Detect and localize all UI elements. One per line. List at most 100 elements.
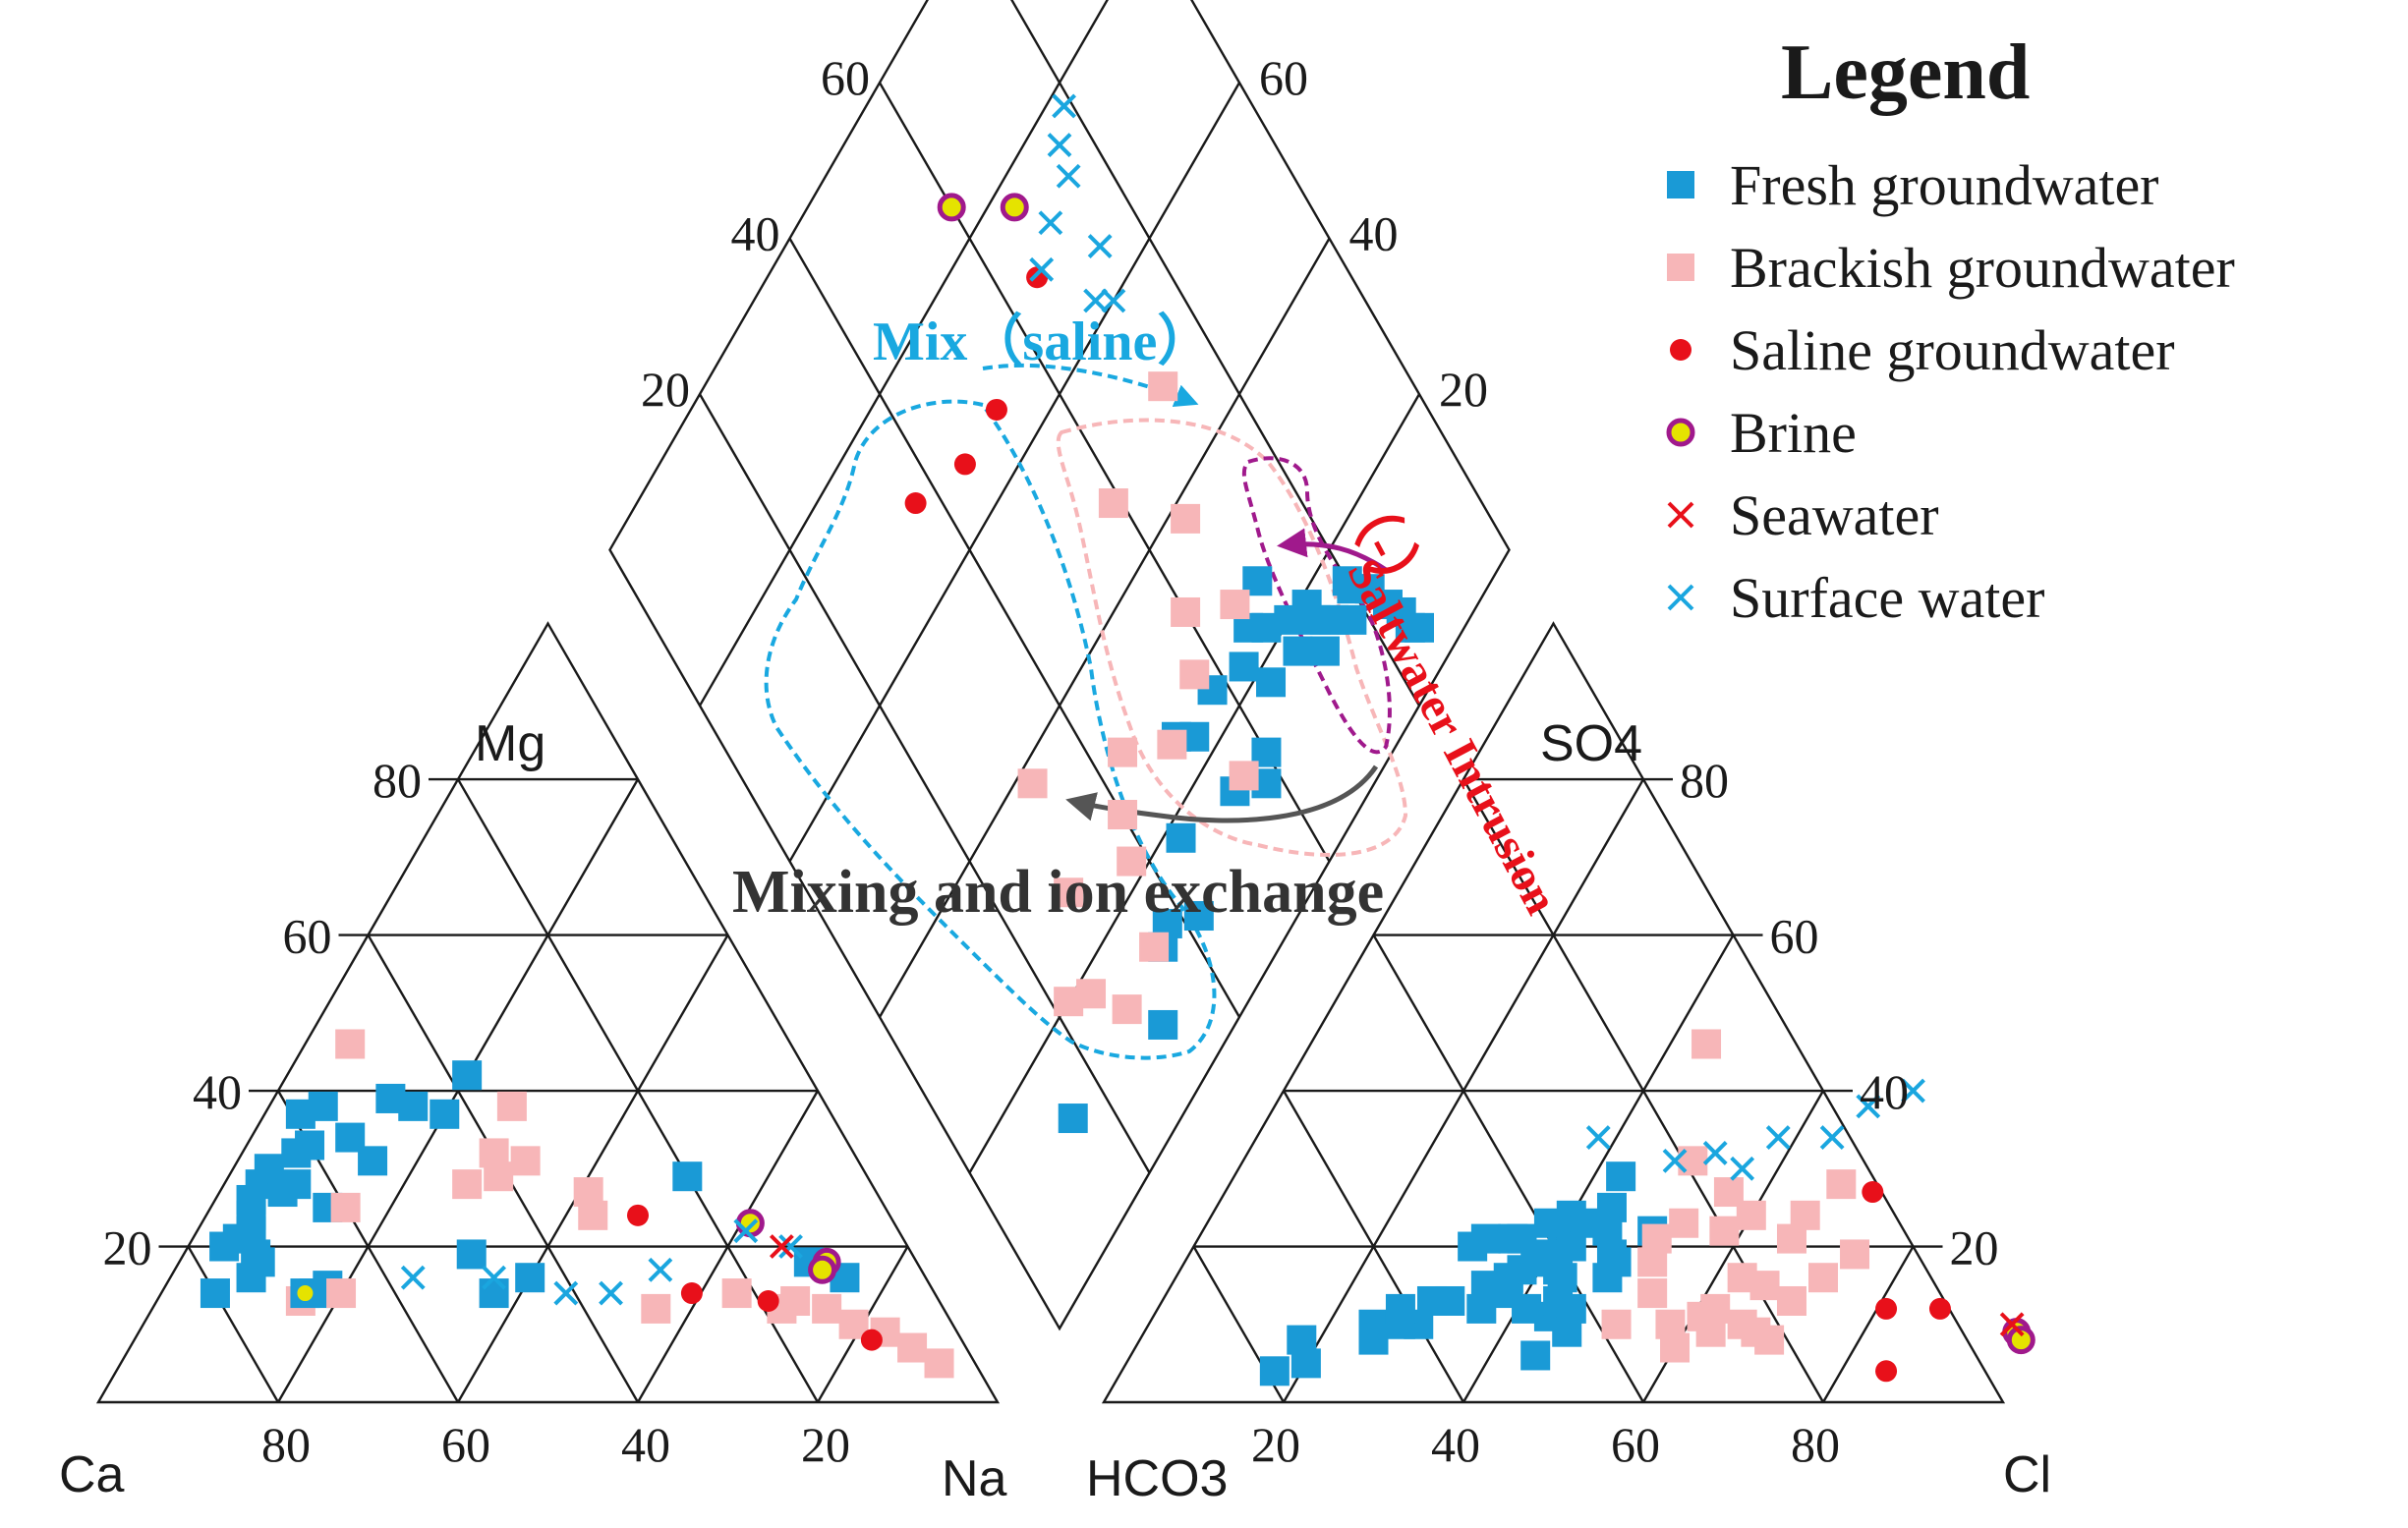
anion-grid-hco3-4 (1821, 1245, 1915, 1403)
anion-brackish-point-14 (1840, 1239, 1870, 1270)
cation-fresh-point-2 (209, 1231, 240, 1262)
diamond-saline-point-3 (953, 453, 976, 476)
diamond-brackish-point-2 (1098, 488, 1128, 519)
hco3-label: HCO3 (1086, 1450, 1228, 1507)
diamond-fresh-point-29 (1148, 1009, 1178, 1040)
anion-right-tick-4: 80 (1680, 753, 1729, 808)
diamond-saline-point-4 (904, 492, 927, 515)
diamond-surface-point-1 (1101, 288, 1126, 313)
diamond-right-tick-2: 60 (1259, 50, 1308, 105)
diamond-saline-point-1 (1026, 266, 1049, 289)
cation-brackish-point-13 (780, 1285, 811, 1316)
anion-brackish-point-25 (1754, 1325, 1785, 1355)
diamond-surface-point-2 (1056, 163, 1081, 189)
anion-brackish-point-3 (1669, 1208, 1699, 1238)
diamond-fresh-point-31 (1309, 636, 1340, 666)
cation-fresh-point-16 (308, 1091, 338, 1121)
cation-brackish-point-10 (573, 1177, 603, 1208)
cation-fresh-point-28 (672, 1161, 703, 1192)
cation-fresh-point-11 (236, 1200, 266, 1230)
cation-fresh-point-23 (281, 1169, 312, 1200)
anion-fresh-point-32 (1596, 1192, 1627, 1222)
cation-frame (95, 621, 1001, 1404)
anion-right-tick-3: 60 (1770, 909, 1819, 964)
cation-fresh-point-6 (241, 1239, 271, 1270)
diamond-surface-point-5 (1087, 234, 1113, 258)
diamond-brackish-point-8 (1108, 737, 1138, 767)
cation-grid-ca-2 (456, 934, 729, 1403)
anion-fresh-point-40 (1466, 1293, 1497, 1324)
anion-brackish-point-23 (1660, 1332, 1691, 1363)
cation-surface-point-5 (648, 1257, 673, 1282)
diamond-fresh-point-26 (1183, 901, 1214, 932)
diamond-brackish-point-14 (1112, 994, 1142, 1025)
anion-fresh-point-37 (1493, 1263, 1523, 1293)
anion-fresh-point-8 (1385, 1293, 1415, 1324)
legend-item-seawater: Seawater (1667, 483, 1939, 547)
legend-item-brackish: Brackish groundwater (1667, 236, 2235, 300)
anion-brackish-point-4 (1637, 1247, 1668, 1277)
anion-right-tick-2: 40 (1860, 1064, 1909, 1119)
cation-saline-point-3 (757, 1289, 779, 1312)
anion-brackish-point-16 (1826, 1169, 1857, 1200)
cation-brackish-point-1 (326, 1278, 357, 1309)
diamond-surface-point-3 (1052, 93, 1076, 119)
cation-brackish-point-4 (335, 1029, 366, 1059)
diamond-right-tick-4: 20 (1439, 362, 1488, 417)
anion-fresh-point-10 (1435, 1285, 1465, 1316)
mix-saline-text: Mix（saline） (873, 311, 1212, 372)
anion-surface-point-5 (1856, 1094, 1881, 1119)
anion-right-tick-1: 20 (1950, 1220, 1999, 1275)
cation-left-tick-1: 20 (103, 1220, 152, 1275)
diamond-surface-point-7 (1038, 210, 1063, 236)
diamond-brackish-point-5 (1179, 659, 1210, 690)
diamond-brackish-point-6 (1229, 761, 1259, 791)
legend-item-brine: Brine (1666, 401, 1857, 465)
cation-brackish-point-5 (452, 1169, 483, 1200)
legend-label-surface: Surface water (1730, 566, 2044, 630)
cation-brackish-point-17 (897, 1332, 928, 1363)
anion-brackish-point-20 (1709, 1216, 1740, 1246)
legend-label-brine: Brine (1730, 401, 1857, 465)
cation-triangle (95, 621, 1001, 1404)
tick-labels: 8060402020406080204060802040608020406080… (103, 50, 1999, 1472)
cation-bottom-tick-3: 40 (621, 1417, 670, 1472)
cation-saline-point-1 (627, 1204, 649, 1226)
legend-marker-seawater (1667, 501, 1694, 529)
diamond-grid-b-2 (878, 238, 1331, 1018)
anion-fresh-point-38 (1520, 1247, 1551, 1277)
legend-marker-saline (1670, 339, 1691, 361)
cation-fresh-point-18 (398, 1091, 429, 1121)
cation-brine-point-3 (808, 1255, 837, 1284)
data-points (200, 93, 2035, 1387)
brine-arrow (1277, 528, 1388, 573)
anion-brackish-point-1 (1691, 1029, 1722, 1059)
diamond-brackish-point-9 (1108, 800, 1138, 830)
diamond-grid-b-1 (968, 393, 1421, 1174)
diamond-fresh-point-25 (1166, 822, 1196, 853)
diamond-brine-point-2 (937, 193, 966, 222)
anion-saline-point-1 (1862, 1181, 1884, 1204)
anion-bottom-tick-3: 60 (1611, 1417, 1660, 1472)
ca-label: Ca (59, 1446, 125, 1503)
anion-surface-point-7 (1662, 1148, 1688, 1173)
cation-brackish-point-20 (484, 1161, 514, 1192)
na-label: Na (942, 1450, 1007, 1507)
cation-bottom-tick-2: 60 (441, 1417, 490, 1472)
cation-fresh-point-25 (456, 1239, 487, 1270)
diamond-left-tick-2: 40 (731, 206, 780, 261)
so4-label: SO4 (1540, 715, 1642, 772)
diamond-brackish-point-3 (1171, 503, 1201, 534)
diamond-fresh-point-17 (1256, 667, 1287, 698)
cation-brackish-point-11 (721, 1278, 752, 1309)
anion-surface-point-8 (1765, 1125, 1791, 1150)
anion-fresh-point-1 (1259, 1356, 1290, 1387)
anion-surface-point-6 (1901, 1078, 1925, 1104)
brackish-envelope (1056, 418, 1408, 857)
anion-saline-point-2 (1875, 1297, 1898, 1320)
mixing-ion-text: Mixing and ion exchange (732, 859, 1384, 926)
mix-saline-arrow (982, 363, 1199, 408)
cation-fresh-point-13 (295, 1130, 325, 1160)
diamond-grid-b-3 (788, 82, 1241, 863)
cation-seawater-point-1 (769, 1234, 794, 1259)
